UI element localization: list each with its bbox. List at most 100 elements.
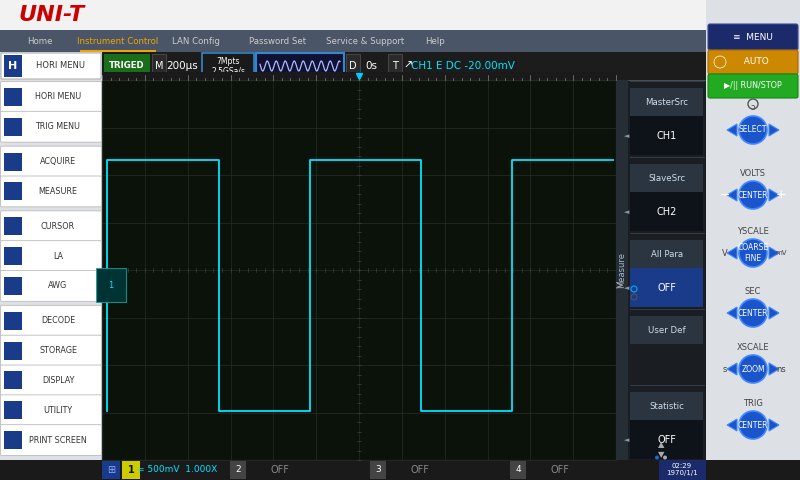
- Text: Instrument Control: Instrument Control: [78, 36, 158, 46]
- Bar: [0, 460, 800, 480]
- Bar: [630, 117, 703, 155]
- Text: −: −: [720, 189, 730, 202]
- Bar: [616, 80, 628, 460]
- Text: CURSOR: CURSOR: [41, 222, 75, 231]
- Text: SEC: SEC: [745, 287, 761, 296]
- FancyBboxPatch shape: [1, 111, 102, 142]
- Polygon shape: [769, 307, 779, 319]
- Bar: [4, 153, 22, 170]
- Bar: [230, 461, 246, 479]
- Bar: [4, 88, 22, 106]
- Text: H: H: [8, 61, 18, 71]
- Text: LAN Config: LAN Config: [172, 36, 220, 46]
- Text: AWG: AWG: [48, 281, 68, 290]
- Text: VOLTS: VOLTS: [740, 168, 766, 178]
- FancyBboxPatch shape: [1, 240, 102, 272]
- Bar: [630, 268, 703, 307]
- Circle shape: [655, 456, 659, 459]
- Bar: [4, 372, 22, 389]
- Text: 1: 1: [108, 281, 114, 290]
- Circle shape: [739, 239, 767, 267]
- Bar: [102, 461, 120, 479]
- FancyBboxPatch shape: [708, 53, 798, 79]
- Text: ▼: ▼: [658, 451, 664, 459]
- FancyBboxPatch shape: [708, 24, 798, 50]
- Text: Service & Support: Service & Support: [326, 36, 404, 46]
- Bar: [4, 217, 22, 235]
- Text: ◄: ◄: [624, 209, 630, 215]
- Text: CENTER: CENTER: [738, 191, 768, 200]
- Text: Password Set: Password Set: [250, 36, 306, 46]
- Bar: [346, 54, 360, 78]
- Text: T: T: [392, 61, 398, 71]
- Text: HORI MENU: HORI MENU: [35, 61, 85, 71]
- Text: CENTER: CENTER: [738, 420, 768, 430]
- Text: ns: ns: [776, 364, 786, 373]
- Text: 2: 2: [235, 466, 241, 475]
- Text: ▶/|| RUN/STOP: ▶/|| RUN/STOP: [724, 82, 782, 91]
- Text: CENTER: CENTER: [738, 309, 768, 317]
- Circle shape: [739, 355, 767, 383]
- Text: 2.5GSa/s: 2.5GSa/s: [211, 66, 245, 75]
- Text: User Def: User Def: [648, 325, 686, 335]
- FancyBboxPatch shape: [1, 176, 102, 207]
- Polygon shape: [769, 363, 779, 375]
- Bar: [630, 420, 703, 459]
- Text: ▲: ▲: [658, 441, 664, 449]
- FancyBboxPatch shape: [1, 211, 102, 241]
- Bar: [122, 461, 140, 479]
- Text: OFF: OFF: [270, 465, 290, 475]
- Circle shape: [739, 299, 767, 327]
- Bar: [616, 80, 706, 460]
- Bar: [630, 88, 703, 117]
- Bar: [706, 52, 800, 80]
- Text: ↗: ↗: [403, 61, 413, 71]
- Text: STORAGE: STORAGE: [39, 346, 77, 355]
- Polygon shape: [769, 419, 779, 431]
- FancyBboxPatch shape: [1, 271, 102, 301]
- Bar: [256, 53, 344, 79]
- Circle shape: [739, 116, 767, 144]
- Bar: [4, 247, 22, 265]
- Text: SlaveSrc: SlaveSrc: [649, 174, 686, 182]
- Bar: [4, 182, 22, 201]
- FancyBboxPatch shape: [1, 395, 102, 426]
- FancyBboxPatch shape: [1, 146, 102, 177]
- Text: ZOOM: ZOOM: [741, 364, 765, 373]
- Bar: [388, 54, 402, 78]
- Text: s: s: [723, 364, 727, 373]
- Text: TRIG MENU: TRIG MENU: [35, 122, 81, 131]
- Text: ACQUIRE: ACQUIRE: [40, 157, 76, 166]
- Bar: [4, 342, 22, 360]
- Text: HORI MENU: HORI MENU: [35, 93, 81, 101]
- Text: 4: 4: [515, 466, 521, 475]
- Text: AUTO: AUTO: [738, 58, 768, 67]
- FancyBboxPatch shape: [1, 335, 102, 366]
- Text: CH1: CH1: [657, 131, 677, 141]
- Bar: [630, 240, 703, 268]
- Bar: [630, 192, 703, 231]
- Bar: [0, 52, 800, 80]
- Text: All Para: All Para: [651, 250, 683, 259]
- Bar: [630, 164, 703, 192]
- Text: PRINT SCREEN: PRINT SCREEN: [29, 435, 87, 444]
- Polygon shape: [769, 189, 779, 201]
- Bar: [102, 80, 616, 460]
- Text: DECODE: DECODE: [41, 316, 75, 325]
- Text: DISPLAY: DISPLAY: [42, 376, 74, 385]
- Bar: [80, 50, 156, 52]
- Text: MasterSrc: MasterSrc: [646, 97, 689, 107]
- Bar: [510, 461, 526, 479]
- Text: ◄: ◄: [624, 133, 630, 139]
- Text: mV: mV: [775, 250, 786, 256]
- Polygon shape: [727, 247, 737, 259]
- Polygon shape: [727, 124, 737, 136]
- Text: ⊞: ⊞: [107, 465, 115, 475]
- Text: UNI-T: UNI-T: [19, 5, 85, 25]
- Text: ↄ: ↄ: [750, 104, 755, 112]
- FancyBboxPatch shape: [708, 74, 798, 98]
- Text: YSCALE: YSCALE: [737, 227, 769, 236]
- Text: OFF: OFF: [658, 283, 677, 293]
- Bar: [0, 30, 800, 52]
- Bar: [152, 54, 166, 78]
